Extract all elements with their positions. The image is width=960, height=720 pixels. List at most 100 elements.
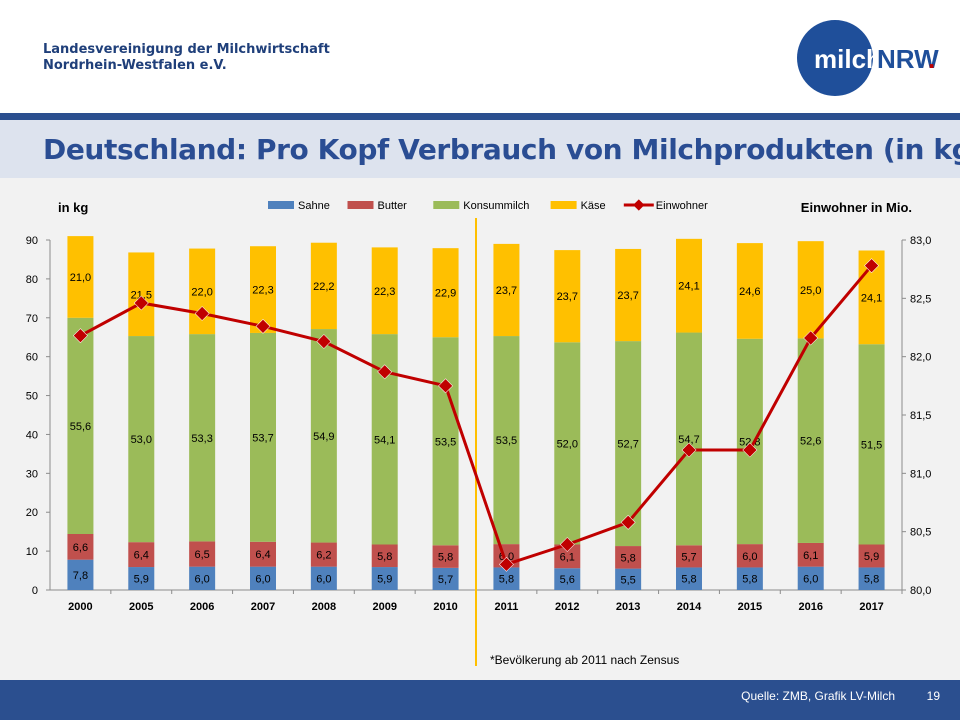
bar-sahne [858, 567, 885, 590]
x-tick-label: 2015 [738, 601, 762, 613]
y-tick-label: 10 [26, 546, 38, 558]
data-label: 53,3 [191, 433, 212, 445]
bar-butter [250, 541, 276, 567]
x-tick-label: 2017 [859, 601, 883, 613]
data-label: 24,1 [861, 292, 882, 304]
einwohner-marker [438, 378, 453, 394]
bar-kaese [310, 242, 337, 330]
einwohner-marker [803, 330, 819, 346]
bar-konsummilch [493, 336, 520, 545]
data-label: 5,7 [681, 551, 696, 563]
bar-butter [67, 534, 94, 560]
data-label: 6,1 [560, 551, 575, 563]
bar-kaese [250, 246, 276, 333]
x-tick-label: 2016 [798, 601, 822, 613]
data-label: 24,6 [739, 286, 760, 298]
legend-swatch [550, 201, 577, 209]
bar-butter [371, 544, 398, 568]
einwohner-marker [559, 537, 575, 552]
bar-sahne [676, 567, 702, 590]
bar-konsummilch [858, 344, 885, 545]
data-label: 21,0 [70, 272, 91, 284]
chart-svg: 0 10 20 30 40 50 60 70 80 90 80,0 80,5 81,0 81,5 82,0 8… [26, 199, 931, 667]
bar-butter [554, 544, 581, 569]
data-label: 53,5 [496, 435, 517, 447]
bar-butter [189, 541, 216, 567]
x-tick-label: 2009 [372, 601, 396, 613]
bar-sahne [128, 567, 155, 590]
data-label: 22,9 [435, 288, 456, 300]
data-label: 5,9 [864, 551, 879, 563]
data-label: 6,0 [316, 573, 331, 585]
bar-kaese [797, 241, 824, 339]
data-label: 21,5 [131, 289, 152, 301]
bar-kaese [128, 252, 155, 337]
data-label: 54,1 [374, 434, 395, 446]
footer-bar [0, 680, 960, 720]
chart-area: 0 10 20 30 40 50 60 70 80 90 80,0 80,5 81,0 81,5 82,0 8… [0, 178, 960, 680]
y-tick-label: 20 [26, 507, 38, 519]
bar-butter [736, 544, 763, 568]
data-label: 5,7 [438, 574, 453, 586]
data-label: 22,3 [374, 286, 395, 298]
org-line-1: Landesvereinigung der Milchwirtschaft [43, 42, 330, 57]
bar-konsummilch [250, 332, 276, 542]
bar-sahne [615, 568, 642, 590]
bar-sahne [554, 568, 581, 590]
legend-label: Konsummilch [463, 200, 529, 212]
data-label: 22,3 [252, 285, 273, 297]
y2-tick-label: 80,0 [910, 585, 931, 597]
bar-sahne [736, 567, 763, 590]
bar-konsummilch [676, 332, 702, 546]
einwohner-marker [194, 306, 210, 321]
data-label: 5,8 [742, 574, 757, 586]
x-tick-label: 2007 [251, 601, 275, 613]
bar-kaese [371, 247, 398, 335]
bar-butter [858, 544, 885, 568]
einwohner-marker [620, 514, 636, 530]
x-tick-label: 2013 [616, 601, 640, 613]
bar-konsummilch [189, 334, 216, 542]
y2-tick-label: 81,0 [910, 468, 931, 480]
data-label: 52,7 [617, 439, 638, 451]
x-tick-label: 2006 [190, 601, 214, 613]
bar-sahne [371, 567, 398, 590]
bar-kaese [493, 243, 520, 337]
einwohner-marker [133, 295, 149, 311]
bar-butter [676, 545, 702, 568]
slide-title: Deutschland: Pro Kopf Verbrauch von Milc… [43, 133, 960, 166]
y2-tick-label: 83,0 [910, 235, 931, 247]
y2-tick-label: 82,5 [910, 293, 931, 305]
y-tick-label: 40 [26, 429, 38, 441]
bar-konsummilch [67, 317, 94, 534]
bar-kaese [432, 248, 459, 338]
legend-label: Einwohner [656, 200, 708, 212]
bar-sahne [189, 566, 216, 590]
data-label: 5,8 [499, 574, 514, 586]
y-tick-label: 30 [26, 468, 38, 480]
legend-swatch [347, 201, 374, 209]
x-tick-label: 2005 [129, 601, 153, 613]
bar-konsummilch [128, 336, 155, 543]
data-label: 24,1 [678, 281, 699, 293]
legend-line-marker [633, 199, 645, 211]
bar-butter [797, 542, 824, 567]
bar-konsummilch [432, 337, 459, 546]
einwohner-marker [499, 556, 514, 572]
org-line-2: Nordrhein-Westfalen e.V. [43, 58, 227, 73]
y-tick-label: 60 [26, 352, 38, 364]
milch-nrw-logo: milch NRW . [797, 20, 939, 96]
y-tick-label: 50 [26, 391, 38, 403]
einwohner-line [79, 264, 873, 567]
einwohner-marker [742, 442, 758, 458]
y-tick-label: 90 [26, 235, 38, 247]
logo-dot: . [928, 44, 935, 74]
data-label: 23,7 [496, 285, 517, 297]
data-label: 6,4 [255, 549, 270, 561]
bar-sahne [310, 566, 337, 590]
page-number: 19 [926, 689, 940, 703]
legend-label: Butter [378, 200, 408, 212]
data-label: 6,1 [803, 550, 818, 562]
bar-konsummilch [310, 329, 337, 543]
y-tick-label: 70 [26, 313, 38, 325]
